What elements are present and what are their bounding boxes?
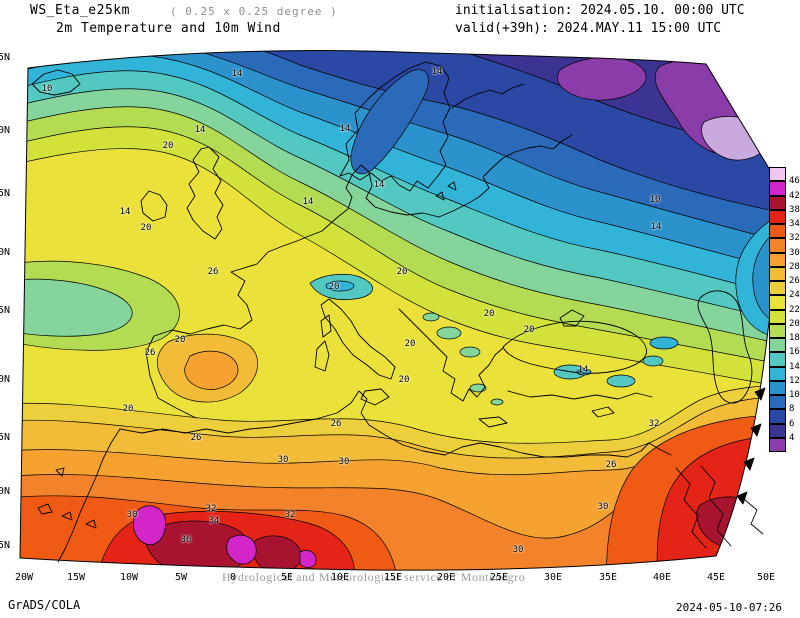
initialisation-time: initialisation: 2024.05.10. 00:00 UTC [455, 3, 745, 18]
coastline-layer [31, 61, 766, 563]
coast-sardinia [314, 340, 330, 372]
coast-red-sea-1 [675, 467, 707, 549]
coast-ireland [140, 190, 168, 222]
islands-canary-2 [61, 511, 73, 521]
anatolia-spot-3 [642, 355, 664, 367]
islet-mark-4 [736, 491, 748, 505]
grid-resolution: ( 0.25 x 0.25 degree ) [170, 5, 338, 18]
coast-north-africa [119, 390, 672, 458]
coast-crete [478, 416, 508, 428]
model-name: WS_Eta_e25km [30, 3, 130, 18]
plot-title: 2m Temperature and 10m Wind [56, 21, 281, 36]
coast-cyprus [591, 406, 615, 418]
islands-baltic-2 [435, 191, 445, 201]
caucasus-spot [649, 336, 679, 350]
islands-madeira [55, 467, 65, 477]
domain-border [19, 50, 775, 571]
islands-canary-3 [85, 519, 97, 529]
valid-time: valid(+39h): 2024.MAY.11 15:00 UTC [455, 21, 722, 36]
biscay-cool-core [20, 278, 133, 337]
islands-baltic-1 [447, 181, 457, 191]
balkan-spot-2 [459, 346, 481, 358]
coast-caspian [697, 290, 753, 404]
band-42-46-c [299, 550, 317, 568]
aegean-spot-1 [469, 383, 487, 393]
coast-finland [451, 83, 525, 109]
coast-iceland [31, 69, 81, 96]
coast-balkans-greece [398, 308, 504, 402]
band-42-46-a [132, 505, 166, 546]
generation-timestamp: 2024-05-10-07:26 [676, 601, 782, 614]
scandes-cold-streak [350, 69, 429, 175]
grads-credit: GrADS/COLA [8, 598, 81, 612]
coast-morocco-atlantic [57, 428, 121, 563]
coast-scandinavia [339, 61, 451, 192]
coast-black-sea [502, 320, 647, 374]
anatolia-core [576, 368, 592, 376]
iberia-28-core [184, 350, 239, 390]
coast-corsica [320, 314, 332, 338]
balkan-spot-1 [436, 326, 462, 340]
coast-sicily [360, 388, 390, 406]
balkan-spot-3 [422, 312, 440, 322]
band-42-46-b [226, 534, 257, 565]
coast-mainland-west [145, 134, 573, 419]
aegean-spot-2 [490, 398, 504, 406]
coast-britain [186, 146, 224, 240]
coast-red-sea-2 [700, 465, 732, 547]
anatolia-spot-2 [606, 374, 636, 388]
watermark-text: Hydrological and Meteorological service … [222, 570, 526, 584]
alps-cool-core [325, 280, 355, 292]
islands-canary-1 [37, 503, 53, 515]
coast-gulf [744, 499, 764, 535]
band-38-42-b [252, 535, 302, 571]
coast-turkey-south [507, 390, 653, 400]
coast-crimea [559, 309, 585, 327]
